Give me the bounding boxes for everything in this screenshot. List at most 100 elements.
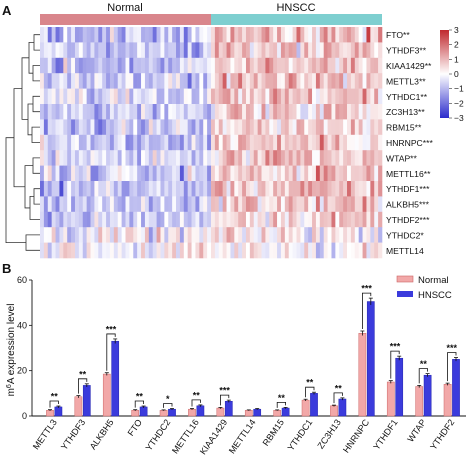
heatmap-cell bbox=[137, 88, 142, 105]
heatmap-cell bbox=[129, 134, 134, 151]
heatmap-cell bbox=[141, 57, 146, 74]
heatmap-cell bbox=[339, 104, 344, 120]
heatmap-cell bbox=[71, 73, 76, 89]
heatmap-cell bbox=[160, 104, 165, 120]
heatmap-cell bbox=[125, 57, 130, 74]
heatmap-cell bbox=[234, 88, 239, 105]
heatmap-cell bbox=[191, 104, 196, 120]
heatmap-cell bbox=[300, 211, 305, 228]
heatmap-cell bbox=[102, 73, 107, 89]
heatmap-cell bbox=[226, 134, 231, 151]
heatmap-cell bbox=[203, 134, 208, 151]
heatmap-cell bbox=[253, 104, 258, 120]
bar-hnscc bbox=[139, 406, 148, 417]
heatmap-cell bbox=[98, 57, 103, 74]
heatmap-cell bbox=[312, 104, 317, 120]
heatmap-cell bbox=[327, 119, 332, 136]
heatmap-cell bbox=[137, 104, 142, 120]
heatmap-cell bbox=[354, 104, 359, 120]
heatmap-cell bbox=[315, 134, 321, 151]
heatmap-cell bbox=[109, 119, 115, 136]
heatmap-cell bbox=[214, 42, 220, 59]
heatmap-cell bbox=[242, 181, 247, 197]
heatmap-cell bbox=[261, 27, 266, 43]
heatmap-cell bbox=[358, 119, 363, 136]
heatmap-cell bbox=[288, 196, 293, 213]
heatmap-cell bbox=[176, 196, 181, 213]
heatmap-cell bbox=[94, 88, 99, 105]
heatmap-cell bbox=[350, 57, 356, 74]
heatmap-cell bbox=[168, 211, 173, 228]
heatmap-cell bbox=[47, 227, 52, 243]
group-strip-normal bbox=[40, 14, 211, 25]
heatmap-cell bbox=[234, 104, 239, 120]
heatmap-cell bbox=[323, 42, 328, 59]
heatmap-cell bbox=[335, 88, 340, 105]
heatmap-cell bbox=[280, 104, 286, 120]
heatmap-cell bbox=[102, 165, 107, 182]
heatmap-cell bbox=[90, 57, 95, 74]
heatmap-cell bbox=[90, 196, 95, 213]
heatmap-cell bbox=[358, 42, 363, 59]
heatmap-cell bbox=[90, 73, 95, 89]
heatmap-cell bbox=[113, 165, 119, 182]
heatmap-cell bbox=[308, 57, 313, 74]
heatmap-cell bbox=[63, 181, 68, 197]
x-tick-label: METTL3 bbox=[31, 417, 59, 451]
heatmap-cell bbox=[214, 73, 220, 89]
heatmap-cell bbox=[347, 104, 352, 120]
heatmap-cell bbox=[218, 134, 223, 151]
heatmap-cell bbox=[152, 119, 157, 136]
heatmap-cell bbox=[160, 211, 165, 228]
y-tick-label: 60 bbox=[17, 275, 27, 285]
heatmap-cell bbox=[133, 134, 138, 151]
heatmap-cell bbox=[269, 104, 274, 120]
colorbar-tick-label: −2 bbox=[454, 98, 464, 108]
heatmap-cell bbox=[113, 150, 119, 166]
heatmap-cell bbox=[74, 27, 80, 43]
heatmap-cell bbox=[370, 242, 375, 259]
heatmap-cell bbox=[331, 242, 336, 259]
heatmap-cell bbox=[129, 211, 134, 228]
heatmap-cell bbox=[230, 88, 235, 105]
heatmap-cell bbox=[129, 57, 134, 74]
heatmap-cell bbox=[43, 104, 49, 120]
heatmap-cell bbox=[183, 88, 188, 105]
heatmap-cell bbox=[347, 181, 352, 197]
heatmap-cell bbox=[129, 227, 134, 243]
heatmap-cell bbox=[179, 211, 185, 228]
heatmap-cell bbox=[199, 181, 204, 197]
heatmap-cell bbox=[148, 104, 154, 120]
heatmap-cell bbox=[63, 134, 68, 151]
heatmap-cell bbox=[312, 150, 317, 166]
heatmap-cell bbox=[40, 134, 45, 151]
heatmap-cell bbox=[249, 181, 255, 197]
heatmap-cell bbox=[226, 119, 231, 136]
heatmap-cell bbox=[261, 181, 266, 197]
x-tick-label: FTO bbox=[126, 417, 144, 437]
heatmap-cell bbox=[230, 42, 235, 59]
heatmap-cell bbox=[121, 211, 126, 228]
heatmap-cell bbox=[63, 242, 68, 259]
heatmap-cell bbox=[98, 73, 103, 89]
heatmap-cell bbox=[67, 211, 72, 228]
heatmap-cell bbox=[230, 119, 235, 136]
heatmap-cell bbox=[315, 88, 321, 105]
heatmap-cell bbox=[214, 196, 220, 213]
heatmap-cell bbox=[319, 57, 325, 74]
heatmap-cell bbox=[378, 104, 383, 120]
heatmap-cell bbox=[164, 150, 169, 166]
heatmap-cell bbox=[245, 181, 251, 197]
heatmap-cell bbox=[141, 165, 146, 182]
heatmap-cell bbox=[86, 134, 91, 151]
heatmap-cell bbox=[343, 211, 348, 228]
heatmap-cell bbox=[207, 27, 212, 43]
heatmap-cell bbox=[141, 211, 146, 228]
heatmap-cell bbox=[211, 27, 216, 43]
heatmap-cell bbox=[40, 57, 45, 74]
heatmap-cell bbox=[238, 181, 243, 197]
heatmap-cell bbox=[300, 150, 305, 166]
heatmap-cell bbox=[234, 150, 239, 166]
heatmap-cell bbox=[347, 211, 352, 228]
heatmap-cell bbox=[354, 88, 359, 105]
